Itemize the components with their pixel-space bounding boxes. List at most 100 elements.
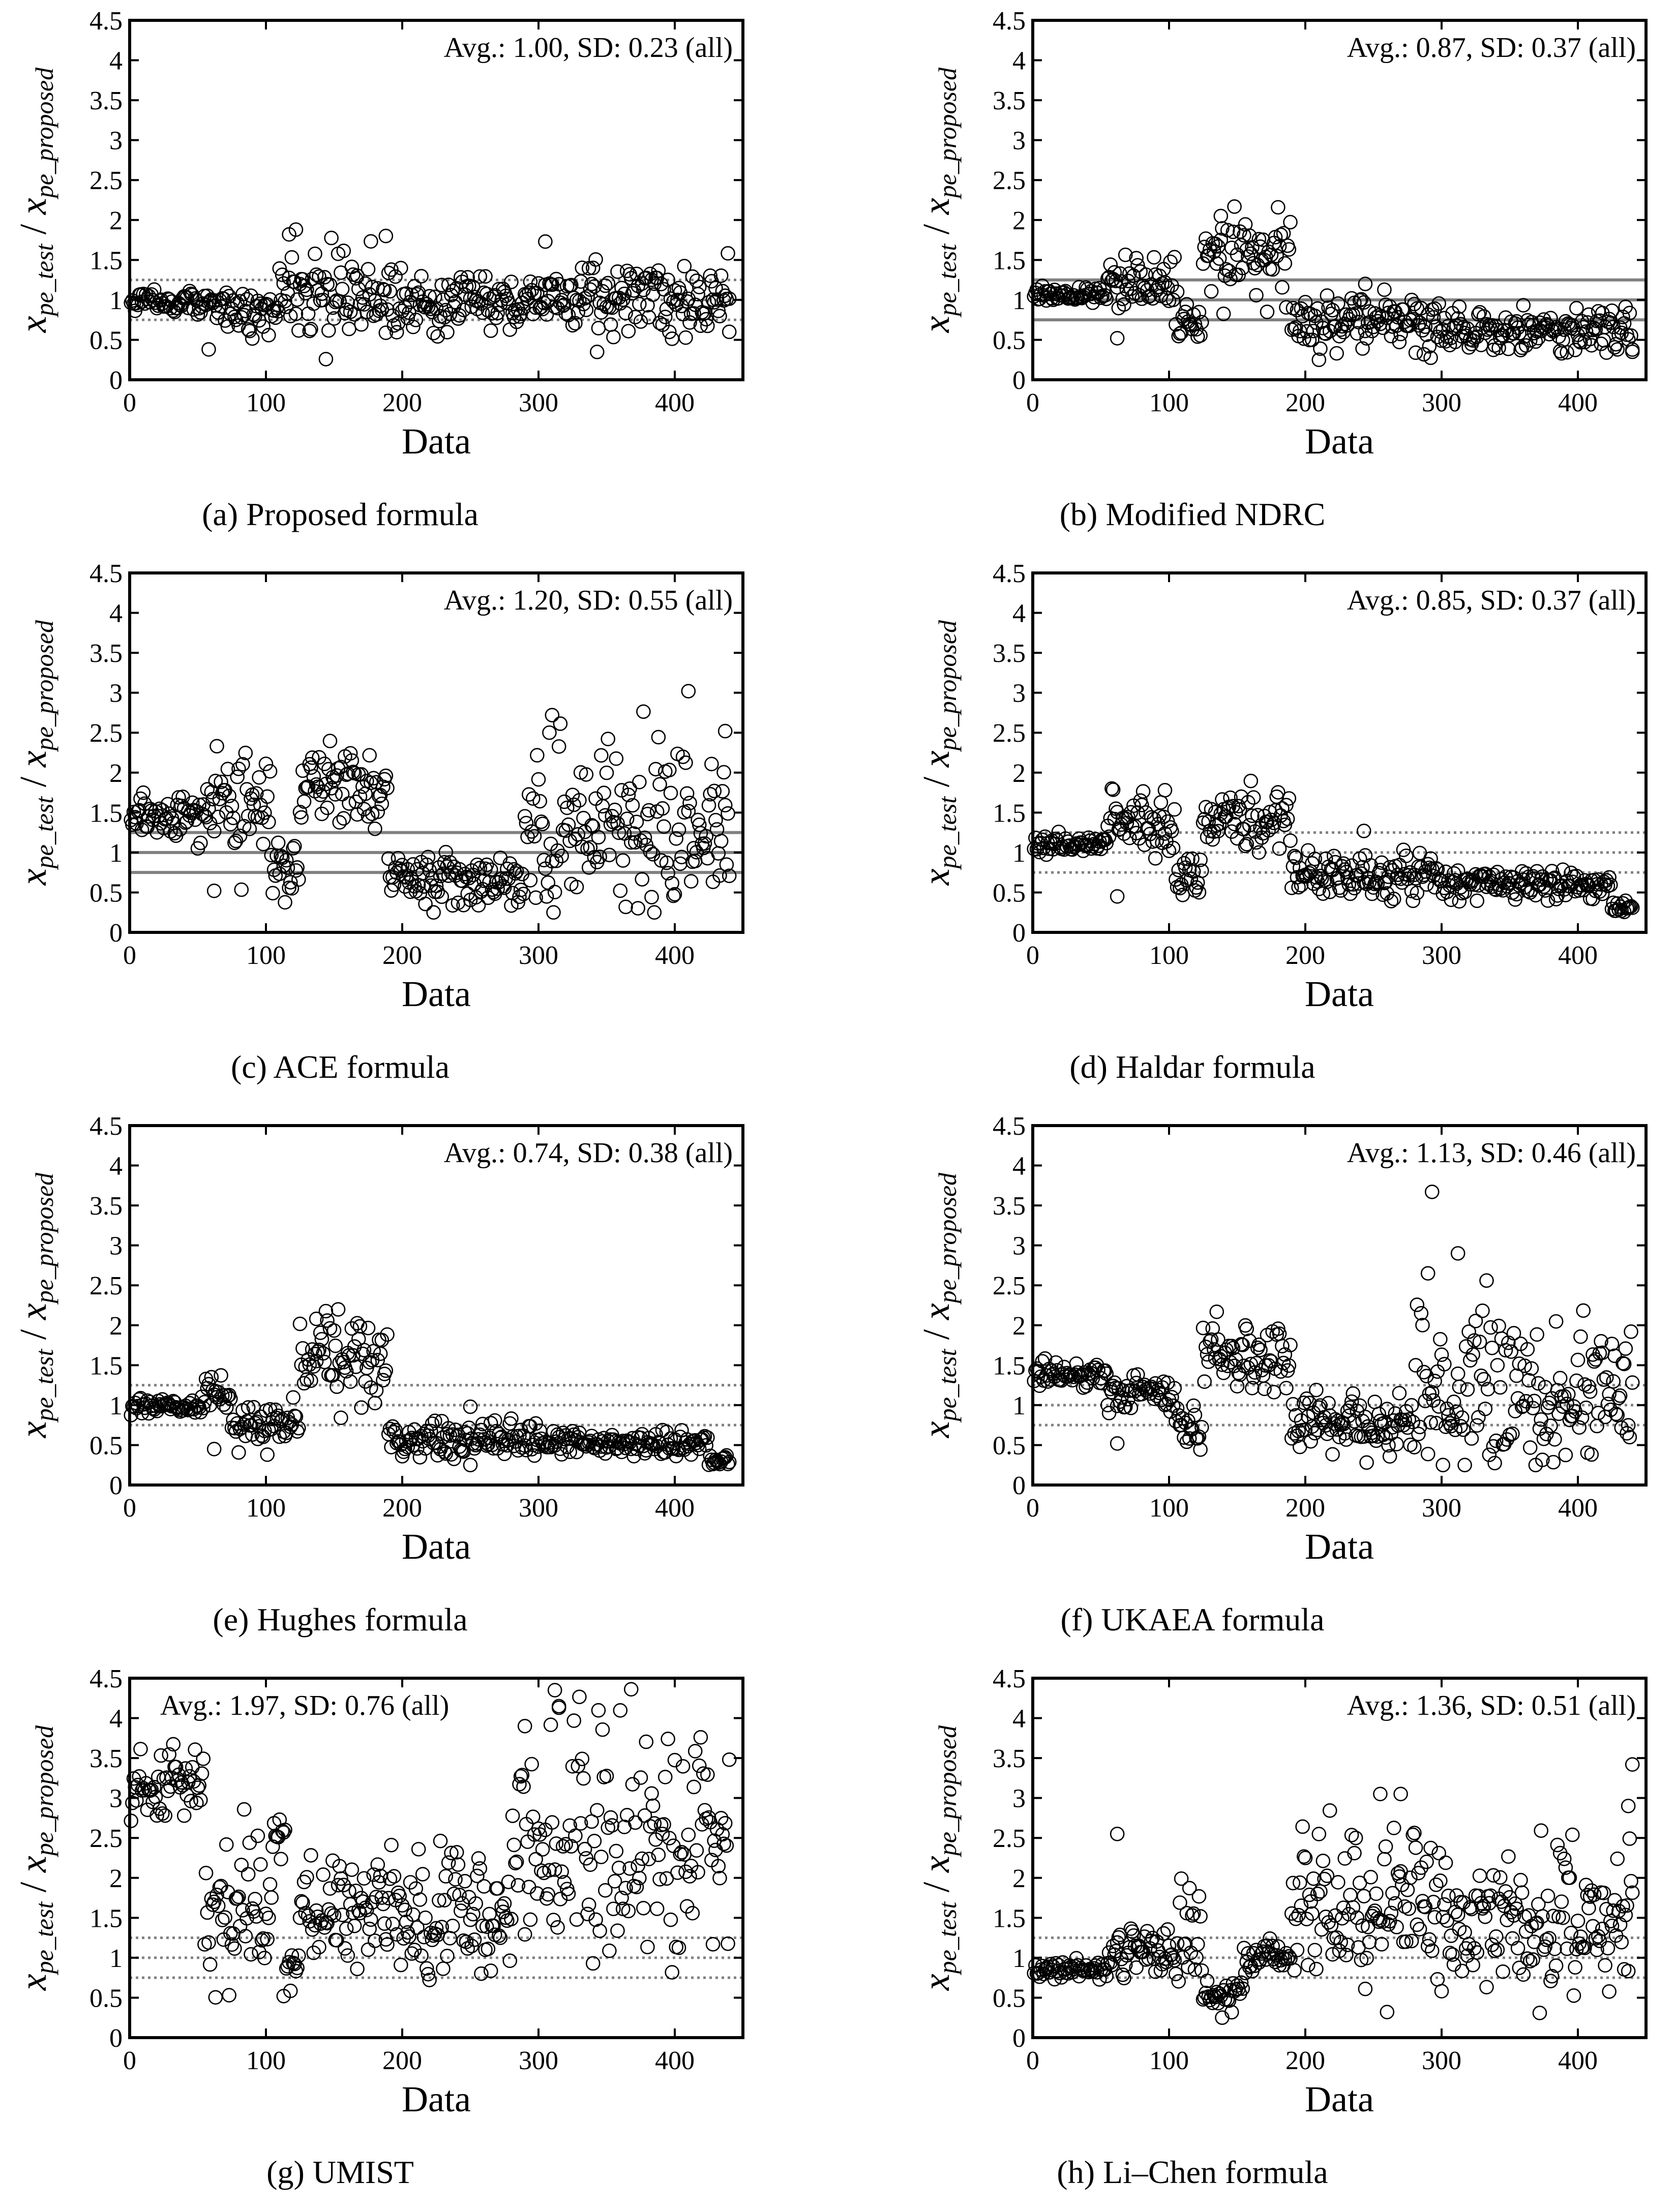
- data-point: [1518, 1924, 1534, 1939]
- data-point: [1165, 1950, 1181, 1965]
- data-point: [1614, 1420, 1629, 1435]
- y-tick-label: 0: [109, 1471, 123, 1500]
- data-point: [192, 1778, 206, 1793]
- data-point: [1578, 1400, 1594, 1415]
- data-point: [1281, 242, 1297, 257]
- data-point: [554, 849, 569, 864]
- data-point: [145, 1401, 160, 1416]
- data-point: [1220, 223, 1235, 238]
- data-point: [516, 1779, 531, 1794]
- data-point: [1478, 1401, 1493, 1416]
- data-point: [602, 1943, 617, 1958]
- data-point: [222, 789, 236, 803]
- data-point: [1622, 1430, 1637, 1445]
- data-point: [1173, 1895, 1187, 1910]
- data-point: [1055, 839, 1070, 854]
- data-point: [1526, 1401, 1540, 1415]
- data-point: [288, 1409, 304, 1424]
- data-point: [278, 294, 292, 309]
- data-point: [1446, 1957, 1461, 1972]
- data-point: [242, 323, 257, 339]
- data-point: [610, 816, 625, 831]
- x-tick-label: 300: [1422, 2046, 1461, 2075]
- data-point: [1449, 1404, 1464, 1419]
- data-point: [362, 1921, 377, 1936]
- data-point: [515, 1768, 530, 1782]
- x-tick-label: 200: [1285, 388, 1325, 417]
- data-point: [1294, 877, 1309, 893]
- data-point: [230, 769, 245, 784]
- data-point: [621, 787, 636, 802]
- data-point: [340, 1948, 355, 1963]
- data-points: [1027, 1185, 1640, 1473]
- data-point: [347, 1339, 362, 1354]
- data-point: [1356, 1889, 1371, 1904]
- data-point: [1287, 849, 1302, 864]
- data-point: [1596, 1886, 1611, 1900]
- data-point: [200, 782, 215, 797]
- data-point: [1501, 341, 1516, 356]
- data-point: [1518, 866, 1534, 881]
- data-point: [1411, 318, 1426, 333]
- data-point: [528, 300, 543, 315]
- y-tick-label: 3.5: [89, 639, 123, 668]
- data-point: [189, 1796, 204, 1810]
- data-point: [1119, 1948, 1134, 1963]
- data-point: [208, 1990, 223, 2005]
- stats-annotation: Avg.: 0.74, SD: 0.38 (all): [444, 1137, 733, 1169]
- data-point: [651, 1847, 666, 1862]
- data-point: [1596, 1372, 1611, 1387]
- data-point: [286, 1390, 301, 1405]
- data-point: [550, 1920, 565, 1935]
- data-point: [309, 1311, 324, 1326]
- x-tick-label: 100: [246, 388, 286, 417]
- data-point: [1594, 337, 1608, 351]
- data-point: [1105, 782, 1121, 797]
- data-point: [1385, 1886, 1400, 1901]
- data-point: [1358, 1409, 1373, 1425]
- data-point: [440, 1949, 455, 1963]
- data-point: [1191, 305, 1207, 320]
- data-point: [722, 1752, 737, 1767]
- data-point: [1596, 874, 1611, 889]
- data-point: [1546, 324, 1561, 339]
- y-tick-label: 4: [109, 47, 123, 76]
- data-point: [1433, 1873, 1448, 1888]
- data-point: [1341, 1408, 1357, 1423]
- data-point: [599, 765, 614, 780]
- data-point: [1454, 1410, 1470, 1425]
- data-point: [1517, 1358, 1532, 1373]
- data-point: [1234, 238, 1249, 253]
- data-point: [1301, 843, 1315, 858]
- data-point: [1540, 1888, 1556, 1903]
- data-point: [262, 764, 278, 779]
- data-point: [1115, 291, 1130, 307]
- data-point: [260, 789, 275, 804]
- data-point: [1428, 319, 1444, 334]
- data-point: [1242, 228, 1257, 243]
- data-point: [231, 1889, 246, 1904]
- data-point: [1450, 1366, 1465, 1381]
- data-point: [643, 844, 658, 859]
- caption-e: (e) Hughes formula: [213, 1601, 468, 1638]
- data-point: [1284, 1906, 1299, 1921]
- data-point: [291, 1420, 306, 1436]
- data-point: [623, 1682, 639, 1697]
- data-point: [712, 868, 727, 883]
- data-point: [1483, 1888, 1498, 1903]
- data-point: [1490, 1358, 1505, 1373]
- y-tick-label: 2.5: [89, 719, 123, 748]
- data-point: [1253, 1343, 1268, 1357]
- data-point: [472, 1861, 488, 1876]
- data-point: [1110, 1827, 1125, 1841]
- data-point: [627, 835, 643, 850]
- data-point: [1191, 885, 1207, 900]
- data-point: [291, 872, 306, 887]
- data-point: [555, 1839, 571, 1854]
- data-point: [378, 325, 394, 340]
- data-point: [201, 801, 216, 816]
- data-point: [206, 1894, 222, 1910]
- data-point: [335, 1907, 350, 1922]
- y-tick-label: 1.5: [89, 246, 123, 275]
- data-point: [430, 329, 445, 344]
